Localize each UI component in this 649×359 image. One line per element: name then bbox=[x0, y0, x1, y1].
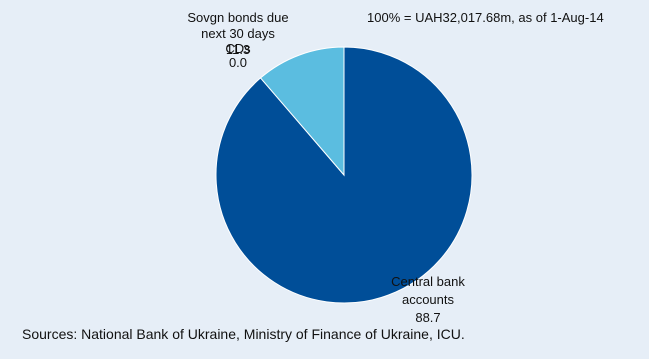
slice-label: Sovgn bonds due next 30 days 11.3 bbox=[187, 10, 288, 57]
pie-slices bbox=[215, 46, 473, 304]
pie-slice bbox=[259, 46, 345, 177]
chart-note: 100% = UAH32,017.68m, as of 1-Aug-14 bbox=[367, 10, 604, 25]
source-note: Sources: National Bank of Ukraine, Minis… bbox=[22, 326, 465, 342]
slice-label: Central bank accounts 88.7 bbox=[391, 274, 465, 325]
pie-labels: Central bank accounts 88.7 Sovgn bonds due n… bbox=[187, 10, 465, 325]
slice-label: CDs 0.0 bbox=[225, 41, 251, 70]
